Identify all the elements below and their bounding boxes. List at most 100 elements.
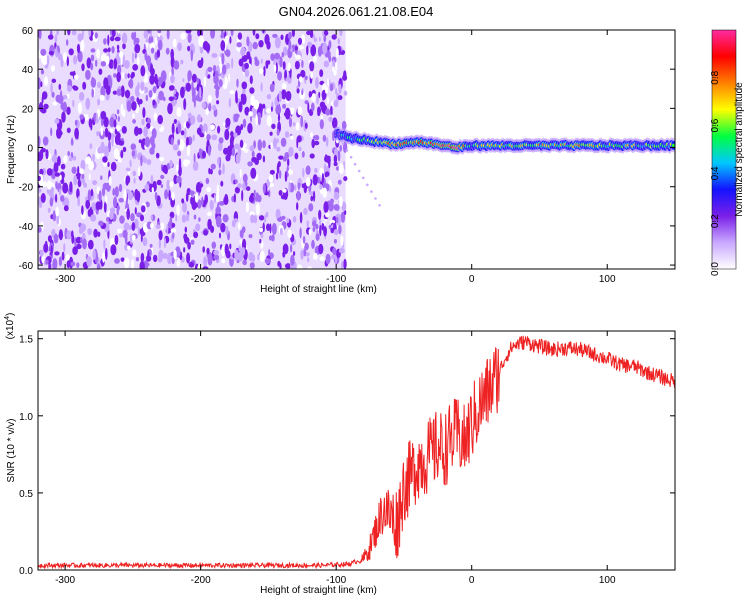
noise-speck	[97, 81, 101, 89]
noise-speck	[212, 64, 217, 73]
noise-speck	[58, 229, 64, 241]
noise-speck	[69, 71, 75, 76]
noise-speck	[81, 205, 84, 216]
spectrogram-data	[38, 30, 675, 269]
noise-speck	[112, 90, 118, 95]
noise-speck	[76, 188, 80, 199]
noise-speck	[75, 236, 82, 244]
noise-speck	[289, 68, 292, 79]
noise-speck	[221, 53, 225, 65]
noise-speck	[162, 96, 166, 102]
noise-speck	[52, 101, 58, 106]
noise-speck	[97, 263, 100, 269]
noise-speck	[339, 144, 343, 152]
noise-speck	[144, 136, 151, 148]
noise-speck	[239, 168, 242, 178]
noise-speck	[113, 119, 117, 128]
signal-core	[671, 143, 675, 147]
noise-speck	[262, 103, 266, 109]
noise-speck	[233, 218, 238, 223]
noise-speck	[173, 119, 178, 124]
noise-speck	[327, 96, 329, 105]
noise-speck	[263, 65, 266, 77]
noise-speck	[285, 263, 291, 269]
noise-speck	[329, 185, 331, 193]
noise-speck	[176, 106, 182, 118]
noise-speck	[310, 195, 314, 202]
noise-speck	[278, 190, 283, 196]
noise-speck	[288, 181, 291, 193]
noise-speck	[217, 125, 221, 134]
noise-speck	[98, 190, 102, 202]
noise-speck	[285, 77, 290, 82]
noise-speck	[241, 54, 248, 63]
noise-speck	[103, 77, 109, 89]
noise-speck	[206, 187, 212, 193]
noise-speck	[338, 163, 344, 174]
noise-speck	[298, 146, 302, 152]
noise-speck	[269, 169, 275, 175]
noise-speck	[90, 54, 95, 62]
noise-speck	[305, 165, 311, 175]
noise-speck	[311, 138, 316, 149]
noise-speck	[105, 247, 108, 260]
noise-speck	[189, 43, 196, 56]
noise-speck	[42, 53, 47, 66]
noise-speck	[207, 144, 211, 157]
noise-speck	[139, 214, 145, 222]
noise-speck	[264, 106, 267, 115]
noise-speck	[155, 152, 160, 159]
noise-speck	[82, 232, 86, 240]
noise-speck	[335, 87, 338, 96]
noise-speck	[97, 146, 102, 154]
noise-speck	[322, 134, 327, 142]
noise-speck	[286, 165, 290, 177]
noise-speck	[186, 252, 191, 264]
noise-speck	[140, 155, 143, 167]
noise-speck	[39, 168, 44, 175]
noise-speck	[107, 34, 110, 46]
noise-speck	[228, 73, 231, 83]
noise-speck	[116, 44, 120, 50]
noise-speck	[170, 137, 174, 146]
noise-speck	[66, 56, 70, 67]
noise-speck	[177, 123, 182, 134]
y-tick-label: -60	[19, 261, 34, 272]
noise-speck	[210, 124, 215, 131]
noise-speck	[276, 146, 281, 152]
noise-speck	[103, 201, 107, 213]
noise-speck	[328, 159, 331, 169]
noise-speck	[172, 38, 177, 48]
noise-speck	[49, 197, 54, 207]
noise-speck	[282, 243, 289, 255]
noise-speck	[275, 172, 279, 180]
noise-speck	[323, 201, 329, 214]
noise-speck	[250, 167, 257, 179]
noise-speck	[58, 83, 62, 90]
noise-speck	[282, 103, 287, 109]
noise-speck	[253, 215, 258, 224]
noise-speck	[207, 253, 213, 266]
noise-speck	[146, 122, 151, 129]
noise-speck	[171, 122, 175, 135]
noise-speck	[186, 122, 191, 129]
noise-speck	[107, 132, 111, 141]
noise-speck	[293, 251, 296, 256]
noise-speck	[225, 35, 230, 41]
noise-speck	[51, 155, 58, 163]
noise-speck	[172, 144, 179, 151]
noise-speck	[237, 183, 242, 189]
noise-speck	[278, 155, 284, 160]
noise-speck	[134, 207, 137, 215]
noise-speck	[171, 191, 175, 201]
noise-speck	[315, 76, 319, 89]
noise-speck	[308, 228, 312, 236]
noise-speck	[116, 125, 121, 132]
noise-speck	[177, 42, 182, 52]
snr-y-multiplier: (x104)	[4, 313, 16, 340]
noise-speck	[313, 140, 320, 146]
noise-speck	[50, 82, 53, 94]
noise-speck	[333, 161, 338, 167]
noise-speck	[303, 249, 307, 257]
noise-speck	[129, 159, 132, 168]
